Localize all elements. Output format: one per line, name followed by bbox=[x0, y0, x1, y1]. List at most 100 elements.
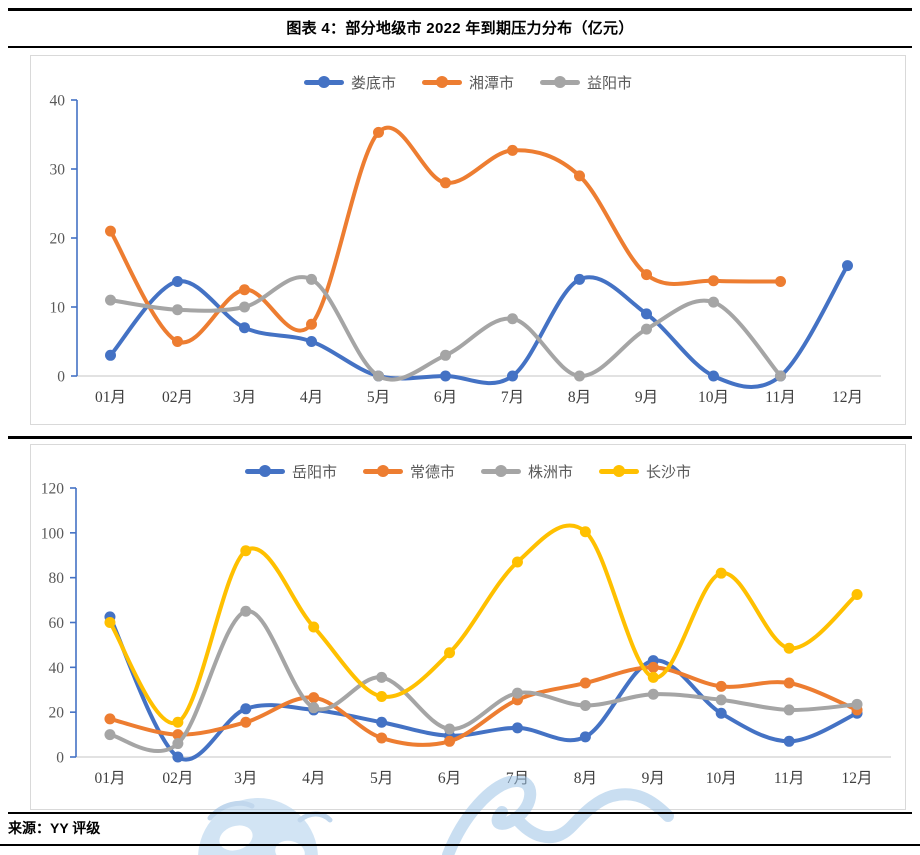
data-point bbox=[105, 294, 116, 306]
source-label: 来源：YY 评级 bbox=[8, 820, 101, 836]
data-point bbox=[647, 688, 659, 700]
data-point bbox=[511, 722, 523, 734]
y-tick-label: 40 bbox=[50, 93, 66, 110]
x-tick-label: 9月 bbox=[642, 770, 665, 787]
top-rule bbox=[8, 8, 912, 11]
y-tick-label: 80 bbox=[49, 570, 65, 587]
line-chart-0: 0 10 20 30 40 01月 02月 3月 4月 5月 6月 7月 8月 9月 10月 11月 12月 bbox=[50, 93, 881, 406]
data-point bbox=[172, 738, 184, 750]
data-point bbox=[104, 729, 116, 741]
series-1-2 bbox=[104, 605, 863, 753]
data-point bbox=[239, 322, 250, 334]
legend-item-1-0: 岳阳市 bbox=[244, 461, 337, 482]
legend-marker-icon bbox=[362, 465, 403, 477]
data-point bbox=[104, 713, 116, 725]
data-point bbox=[775, 275, 786, 287]
x-tick-label: 5月 bbox=[370, 770, 393, 787]
x-tick-label: 6月 bbox=[434, 389, 457, 406]
source-top-rule bbox=[8, 812, 912, 814]
legend-label: 长沙市 bbox=[646, 464, 692, 481]
series-line bbox=[107, 523, 860, 726]
data-point bbox=[308, 702, 320, 714]
x-tick-label: 7月 bbox=[501, 389, 524, 406]
legend-item-0-1: 湘潭市 bbox=[421, 72, 514, 93]
x-tick-label: 8月 bbox=[574, 770, 597, 787]
data-point bbox=[376, 716, 388, 728]
x-tick-label: 12月 bbox=[832, 389, 863, 406]
legend-bottom-chart: 岳阳市 常德市 株洲市 长沙市 bbox=[31, 459, 905, 483]
data-point bbox=[775, 370, 786, 382]
series-1-3 bbox=[104, 523, 863, 728]
data-point bbox=[239, 284, 250, 296]
legend-item-1-1: 常德市 bbox=[362, 461, 455, 482]
data-point bbox=[306, 273, 317, 285]
series-line bbox=[107, 614, 860, 762]
data-point bbox=[306, 318, 317, 330]
legend-marker-icon bbox=[421, 76, 462, 88]
data-point bbox=[641, 269, 652, 281]
source-bottom-rule bbox=[0, 844, 920, 846]
data-point bbox=[641, 308, 652, 320]
x-tick-label: 3月 bbox=[233, 389, 256, 406]
data-point bbox=[373, 126, 384, 138]
x-tick-label: 01月 bbox=[95, 389, 126, 406]
data-point bbox=[308, 621, 320, 633]
legend-item-0-2: 益阳市 bbox=[540, 72, 632, 93]
data-point bbox=[373, 370, 384, 382]
y-tick-label: 40 bbox=[49, 660, 65, 677]
chart-panel-top: 娄底市 湘潭市 益阳市 0 10 20 30 40 01月 02月 3月 4月 5月 6月 7月 8月 9月 1… bbox=[30, 55, 906, 425]
data-point bbox=[574, 170, 585, 182]
legend-item-0-0: 娄底市 bbox=[303, 72, 396, 93]
legend-marker-icon bbox=[599, 465, 640, 477]
y-tick-label: 100 bbox=[41, 525, 65, 542]
data-point bbox=[104, 617, 116, 628]
series-0-2 bbox=[105, 273, 786, 382]
data-point bbox=[783, 704, 795, 716]
data-point bbox=[440, 370, 451, 382]
x-tick-label: 10月 bbox=[698, 389, 729, 406]
data-point bbox=[440, 177, 451, 189]
data-point bbox=[851, 698, 863, 710]
y-tick-label: 60 bbox=[49, 615, 65, 632]
legend-label: 娄底市 bbox=[350, 75, 396, 92]
data-point bbox=[783, 677, 795, 689]
data-point bbox=[172, 336, 183, 347]
y-tick-label: 120 bbox=[41, 481, 65, 498]
x-tick-label: 9月 bbox=[635, 389, 658, 406]
data-point bbox=[308, 692, 320, 704]
data-point bbox=[239, 301, 250, 313]
data-point bbox=[842, 260, 853, 272]
legend-label: 株洲市 bbox=[528, 464, 574, 481]
data-point bbox=[647, 671, 659, 683]
figure-title: 图表 4：部分地级市 2022 年到期压力分布（亿元） bbox=[286, 20, 634, 37]
x-axis-labels: 01月 02月 3月 4月 5月 6月 7月 8月 9月 10月 11月 12月 bbox=[95, 389, 863, 406]
y-axis: 0 10 20 30 40 bbox=[50, 93, 78, 386]
legend-item-1-3: 长沙市 bbox=[599, 461, 691, 482]
data-point bbox=[574, 273, 585, 285]
middle-rule bbox=[8, 436, 912, 439]
x-tick-label: 12月 bbox=[842, 770, 873, 787]
data-point bbox=[783, 642, 795, 654]
y-tick-label: 20 bbox=[50, 231, 66, 248]
data-point bbox=[783, 735, 795, 747]
x-tick-label: 02月 bbox=[162, 770, 193, 787]
data-point bbox=[240, 716, 252, 728]
legend-label: 常德市 bbox=[409, 464, 455, 481]
legend-label: 益阳市 bbox=[587, 75, 633, 92]
data-point bbox=[579, 677, 591, 689]
legend-item-1-2: 株洲市 bbox=[481, 461, 573, 482]
data-point bbox=[708, 275, 719, 287]
data-point bbox=[708, 296, 719, 308]
y-axis: 0 20 40 60 80 100 120 bbox=[41, 481, 77, 767]
data-point bbox=[715, 707, 727, 719]
legend-marker-icon bbox=[481, 465, 521, 477]
x-tick-label: 01月 bbox=[94, 770, 125, 787]
x-tick-label: 11月 bbox=[765, 389, 795, 406]
y-tick-label: 0 bbox=[56, 750, 64, 767]
data-point bbox=[574, 370, 585, 382]
data-point bbox=[105, 225, 116, 237]
data-point bbox=[715, 567, 727, 579]
data-point bbox=[708, 370, 719, 382]
series-line bbox=[108, 275, 783, 382]
